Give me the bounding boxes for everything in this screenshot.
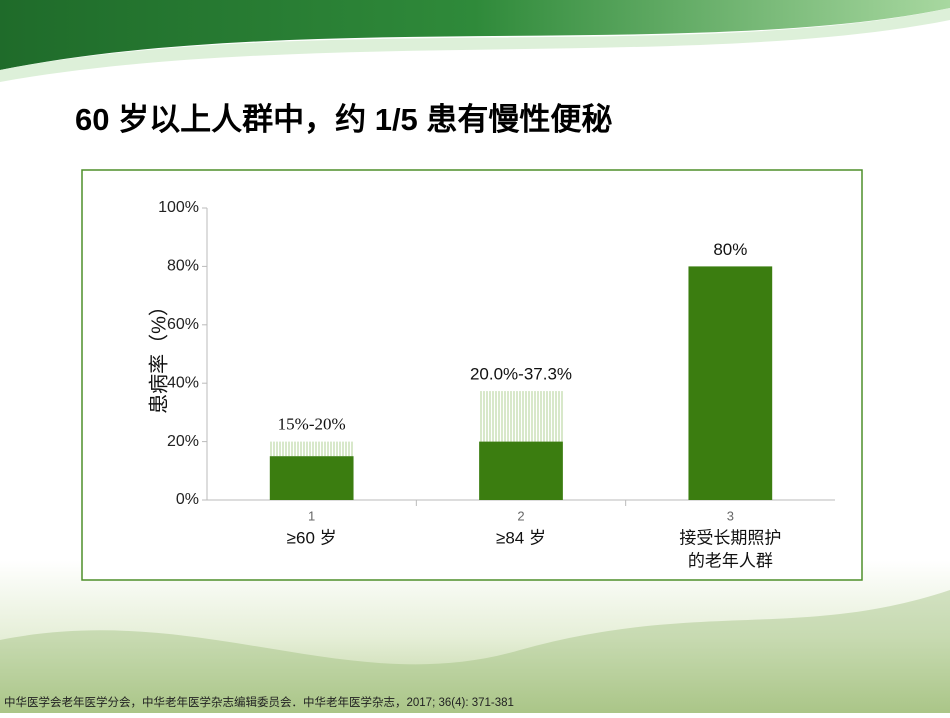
value-label: 20.0%-37.3%	[470, 365, 572, 384]
range-bar	[479, 391, 563, 442]
y-tick-label: 0%	[176, 491, 199, 508]
category-label: ≥84 岁	[496, 528, 546, 547]
category-label: ≥60 岁	[287, 528, 337, 547]
slide-title: 60 岁以上人群中，约 1/5 患有慢性便秘	[75, 102, 612, 137]
footnote: 中华医学会老年医学分会，中华老年医学杂志编辑委员会．中华老年医学杂志，2017;…	[4, 695, 514, 709]
category-label: 接受长期照护	[679, 528, 781, 547]
bar	[269, 456, 354, 500]
range-bar	[269, 441, 354, 457]
header-swoosh-light	[0, 8, 950, 82]
header-swoosh	[0, 0, 950, 70]
y-tick-label: 20%	[167, 433, 199, 450]
y-tick-label: 80%	[167, 258, 199, 275]
y-tick-label: 60%	[167, 316, 199, 333]
x-tick-label: 2	[517, 508, 524, 523]
value-label: 15%-20%	[278, 415, 346, 434]
bar	[479, 441, 563, 500]
landscape	[0, 560, 950, 713]
y-tick-label: 40%	[167, 374, 199, 391]
category-label: 的老年人群	[688, 551, 773, 570]
chart: 0% 20% 40% 60% 80% 100% 患病率（%） 1 ≥60 岁 15%-20% 2 ≥8…	[147, 199, 835, 570]
x-tick-label: 1	[308, 508, 315, 523]
hills	[0, 590, 950, 713]
x-tick-label: 3	[727, 508, 734, 523]
y-axis-label: 患病率（%）	[147, 296, 170, 414]
y-tick-label: 100%	[158, 199, 199, 216]
value-label: 80%	[713, 240, 747, 259]
bar	[688, 266, 773, 500]
